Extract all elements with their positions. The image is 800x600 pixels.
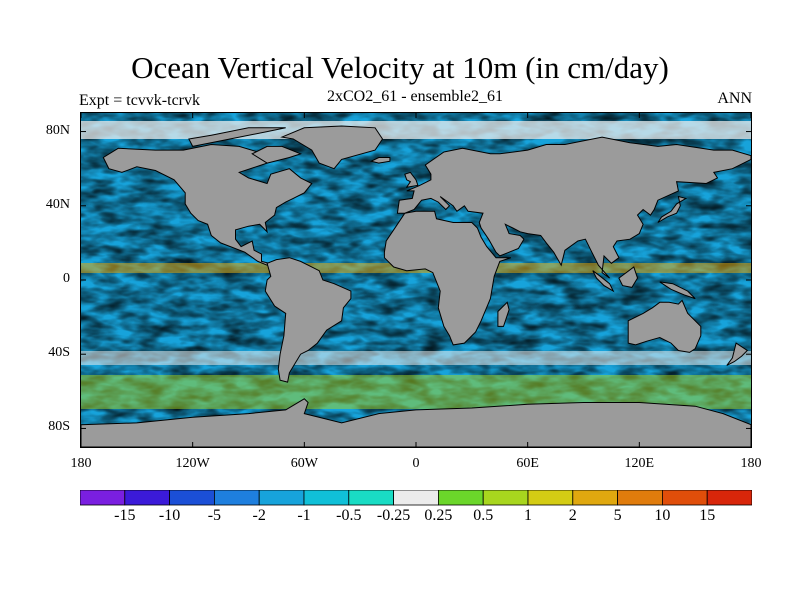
colorbar-swatch	[527, 490, 574, 506]
colorbar-swatch	[482, 490, 529, 506]
land-madagascar	[497, 301, 510, 327]
colorbar-swatch	[617, 490, 663, 506]
land-south-america	[264, 257, 352, 383]
colorbar-label: 5	[613, 507, 622, 524]
colorbar-label: 15	[699, 507, 716, 524]
x-tick-label: 120E	[624, 456, 655, 471]
colorbar-label: -0.25	[376, 507, 411, 524]
colorbar-label: 1	[524, 507, 532, 524]
colorbar-label: -5	[207, 507, 222, 524]
colorbar-swatch	[662, 490, 708, 506]
colorbar-swatch	[169, 490, 215, 506]
land-britain	[404, 171, 419, 188]
x-tick-label: 60E	[516, 456, 539, 471]
land-layer	[81, 125, 751, 447]
land-indonesia-borneo	[618, 266, 639, 288]
southern-white-band	[81, 351, 751, 365]
x-tick-label: 60W	[290, 456, 318, 471]
x-tick-label: 120W	[175, 456, 210, 471]
colorbar-label: -15	[114, 507, 136, 524]
colorbar-swatch	[706, 490, 752, 506]
colorbar	[80, 490, 752, 506]
land-new-guinea	[659, 281, 696, 300]
y-tick-label: 0	[63, 271, 70, 286]
page-title: Ocean Vertical Velocity at 10m (in cm/da…	[131, 50, 669, 85]
colorbar-label: 0.5	[473, 507, 494, 524]
colorbar-label: 10	[654, 507, 671, 524]
x-tick-label: 180	[740, 456, 762, 471]
colorbar-label: -2	[252, 507, 266, 524]
land-africa-eurasia	[383, 210, 512, 346]
y-tick-label: 80S	[48, 419, 70, 435]
land-australia	[627, 299, 702, 353]
colorbar-label: 2	[568, 507, 577, 524]
map-plot	[80, 112, 752, 448]
land-north-america	[102, 143, 313, 266]
colorbar-swatch	[572, 490, 618, 506]
colorbar-label: -0.5	[336, 507, 362, 524]
colorbar-swatch	[124, 490, 170, 506]
colorbar-swatch	[213, 490, 260, 506]
colorbar-label: -1	[297, 507, 311, 524]
x-tick-label: 0	[412, 456, 420, 471]
y-tick-label: 40S	[48, 345, 70, 361]
land-japan	[657, 195, 688, 223]
map-svg	[81, 113, 751, 447]
land-new-zealand	[726, 342, 749, 366]
colorbar-label: 0.25	[424, 507, 453, 524]
colorbar-swatch	[348, 490, 394, 506]
land-antarctica	[81, 398, 751, 447]
colorbar-swatch	[258, 490, 305, 506]
y-tick-label: 40N	[45, 196, 70, 212]
colorbar-label: -10	[158, 507, 181, 524]
land-baffin	[251, 145, 303, 164]
land-sumatra	[592, 270, 615, 293]
land-greenland	[280, 125, 384, 170]
land-arctic-islands	[188, 127, 286, 147]
land-eurasia	[396, 136, 751, 279]
colorbar-swatch	[80, 490, 126, 506]
arctic-band	[81, 121, 751, 139]
colorbar-swatch	[437, 490, 484, 506]
run-label: 2xCO2_61 - ensemble2_61	[327, 88, 503, 105]
colorbar-swatch	[303, 490, 350, 506]
period-label: ANN	[717, 90, 752, 107]
y-tick-label: 80N	[45, 122, 70, 138]
experiment-label: Expt = tcvvk-tcrvk	[79, 92, 200, 109]
colorbar-swatch	[393, 490, 439, 506]
land-iceland	[369, 157, 391, 164]
x-tick-label: 180	[70, 456, 92, 471]
